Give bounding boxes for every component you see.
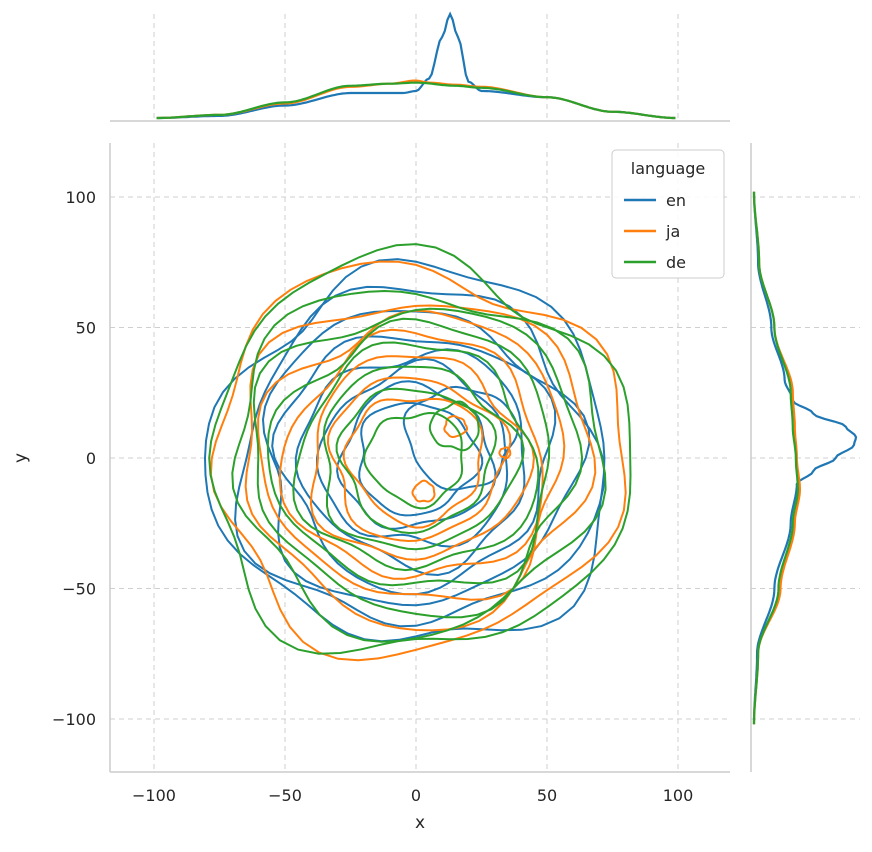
y-tick-label: −50	[62, 580, 96, 599]
contour-de	[266, 317, 551, 587]
y-tick-label: 100	[65, 188, 96, 207]
legend-label-ja: ja	[665, 222, 680, 241]
axis-spines	[109, 120, 752, 773]
top-kde-de	[156, 81, 676, 120]
x-tick-label: −100	[132, 786, 176, 805]
legend: language en ja de	[611, 149, 725, 279]
contour-en	[203, 258, 606, 643]
contour-de	[252, 307, 584, 619]
contour-ja	[326, 376, 512, 543]
y-tick-label: 0	[86, 449, 96, 468]
top-marginal-kde	[156, 11, 676, 120]
legend-label-de: de	[666, 253, 686, 272]
legend-label-en: en	[666, 191, 686, 210]
contour-de	[292, 341, 540, 572]
main-grid	[110, 143, 730, 772]
contour-de	[335, 387, 498, 535]
x-tick-label: 100	[663, 786, 694, 805]
contour-ja	[257, 309, 566, 601]
contour-ja	[209, 260, 627, 662]
contour-de	[208, 243, 632, 655]
legend-title: language	[631, 159, 706, 178]
right-kde-de	[752, 191, 800, 725]
contour-en	[261, 310, 591, 607]
contour-en	[316, 357, 509, 548]
right-marginal-grid	[751, 196, 860, 720]
x-tick-labels: −100 −50 0 50 100	[132, 786, 693, 805]
x-tick-label: 0	[411, 786, 421, 805]
contour-en	[271, 335, 557, 596]
x-tick-label: 50	[537, 786, 557, 805]
x-tick-label: −50	[268, 786, 302, 805]
top-marginal-grid	[153, 14, 679, 121]
top-kde-en	[156, 11, 676, 120]
x-axis-label: x	[415, 813, 425, 833]
y-tick-label: −100	[52, 710, 96, 729]
contour-de	[231, 289, 607, 643]
legend-items: en ja de	[624, 191, 686, 272]
y-tick-labels: −100 −50 0 50 100	[52, 188, 96, 729]
contour-en	[234, 285, 606, 628]
contour-ja	[278, 328, 544, 580]
contour-ja	[309, 355, 535, 561]
contour-ja	[244, 304, 597, 632]
y-tick-label: 50	[76, 319, 96, 338]
right-marginal-kde	[752, 191, 858, 725]
right-kde-en	[752, 191, 858, 725]
contour-en	[294, 348, 526, 577]
contour-de	[322, 365, 525, 551]
contour-ja	[411, 479, 436, 503]
contour-ja	[498, 446, 512, 460]
contour-de	[363, 411, 464, 510]
y-axis-label: y	[11, 453, 31, 463]
contour-layer	[203, 243, 632, 662]
legend-box	[611, 149, 725, 279]
contour-ja	[342, 397, 484, 529]
